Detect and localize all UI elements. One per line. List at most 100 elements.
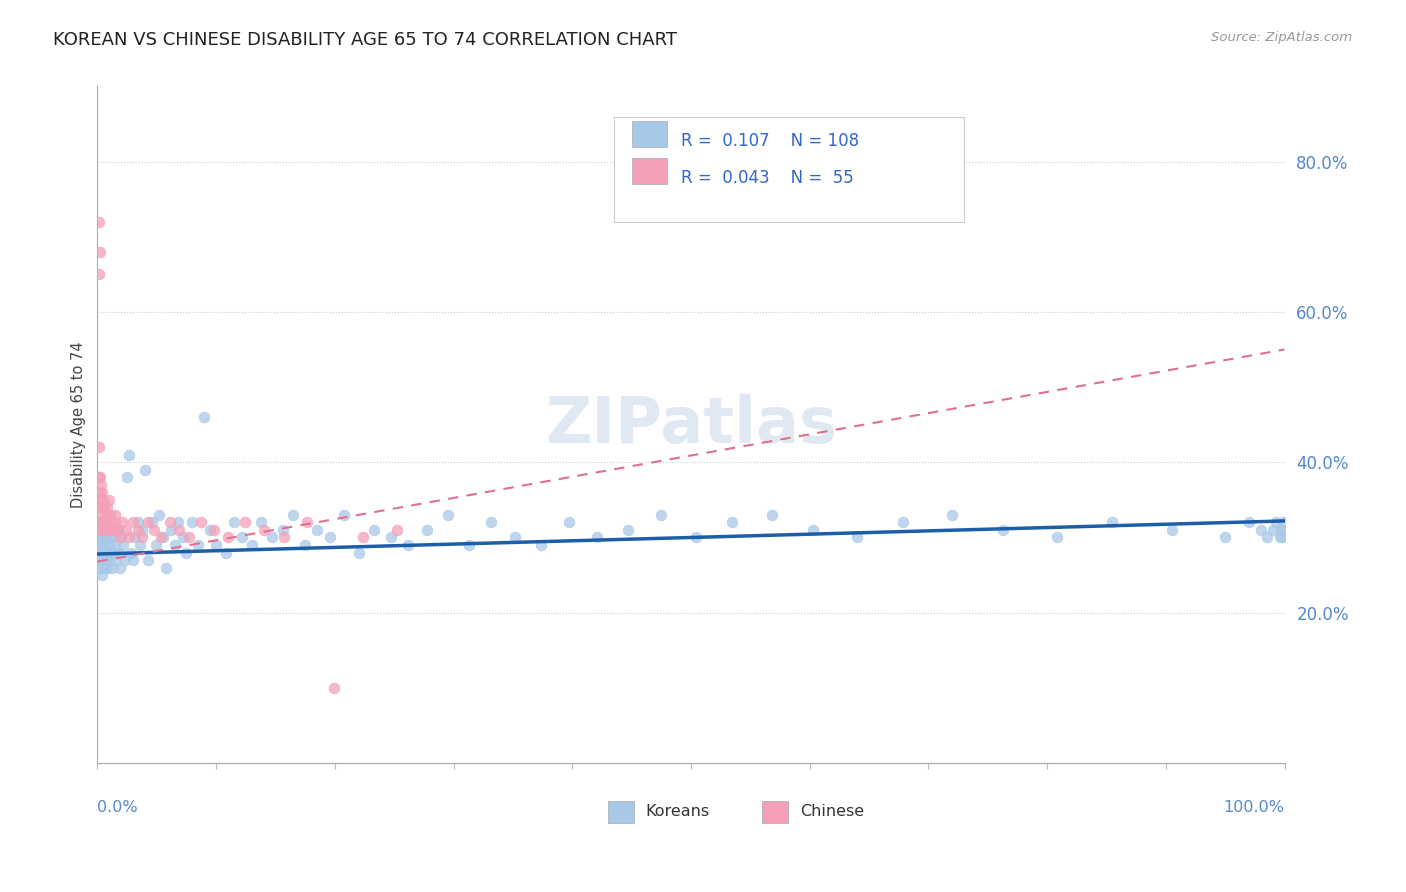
Point xyxy=(172,531,194,545)
Point xyxy=(110,531,132,545)
Point xyxy=(193,410,215,425)
Point xyxy=(240,538,263,552)
Point xyxy=(893,516,915,530)
Point xyxy=(202,523,225,537)
Point xyxy=(233,516,256,530)
Point xyxy=(91,523,114,537)
Point xyxy=(333,508,356,522)
Point xyxy=(108,531,131,545)
Point xyxy=(100,538,122,552)
Point xyxy=(89,244,111,259)
Point xyxy=(846,531,869,545)
Point xyxy=(100,545,122,559)
Point xyxy=(458,538,481,552)
Point xyxy=(93,560,115,574)
Point xyxy=(991,523,1014,537)
Point xyxy=(1213,531,1236,545)
Point xyxy=(89,485,111,500)
Point xyxy=(91,553,114,567)
Point xyxy=(481,516,503,530)
Point xyxy=(1270,523,1292,537)
Point xyxy=(97,545,120,559)
Point xyxy=(1271,531,1294,545)
Point xyxy=(169,523,191,537)
Point xyxy=(250,516,273,530)
Point xyxy=(93,500,115,515)
Text: 100.0%: 100.0% xyxy=(1223,800,1285,815)
Point xyxy=(124,531,146,545)
Point xyxy=(97,516,120,530)
Y-axis label: Disability Age 65 to 74: Disability Age 65 to 74 xyxy=(72,342,86,508)
Text: KOREAN VS CHINESE DISABILITY AGE 65 TO 74 CORRELATION CHART: KOREAN VS CHINESE DISABILITY AGE 65 TO 7… xyxy=(53,31,678,49)
Point xyxy=(586,531,609,545)
Point xyxy=(120,545,142,559)
Point xyxy=(217,531,239,545)
Point xyxy=(93,516,115,530)
Text: R =  0.043    N =  55: R = 0.043 N = 55 xyxy=(682,169,855,187)
Point xyxy=(138,553,160,567)
Point xyxy=(685,531,707,545)
Point xyxy=(385,523,408,537)
Point xyxy=(100,560,122,574)
Point xyxy=(87,545,110,559)
Point xyxy=(380,531,402,545)
Point xyxy=(214,545,236,559)
Point xyxy=(941,508,963,522)
Point xyxy=(91,516,114,530)
Point xyxy=(1272,516,1295,530)
Point xyxy=(231,531,253,545)
Bar xyxy=(607,801,634,822)
Point xyxy=(131,531,153,545)
Point xyxy=(91,531,114,545)
Point xyxy=(148,508,170,522)
Point xyxy=(363,523,385,537)
Point xyxy=(297,516,319,530)
Point xyxy=(190,516,212,530)
Point xyxy=(90,523,112,537)
Point xyxy=(94,508,117,522)
Point xyxy=(396,538,419,552)
Point xyxy=(127,523,149,537)
Point xyxy=(98,531,121,545)
Point xyxy=(159,516,181,530)
Point xyxy=(1261,523,1284,537)
Point xyxy=(87,215,110,229)
Point xyxy=(87,440,110,454)
Point xyxy=(1265,516,1288,530)
Text: Koreans: Koreans xyxy=(645,805,710,819)
Point xyxy=(143,523,166,537)
Point xyxy=(96,538,118,552)
Point xyxy=(107,523,129,537)
Point xyxy=(105,553,128,567)
Point xyxy=(801,523,824,537)
Bar xyxy=(762,801,789,822)
Point xyxy=(283,508,305,522)
Point xyxy=(260,531,283,545)
Point xyxy=(152,531,174,545)
Point xyxy=(108,560,131,574)
Bar xyxy=(631,121,668,146)
Point xyxy=(96,560,118,574)
Point xyxy=(87,470,110,484)
Point xyxy=(177,531,200,545)
Point xyxy=(91,538,114,552)
Point xyxy=(205,538,228,552)
Point xyxy=(294,538,316,552)
Point xyxy=(89,470,111,484)
Point xyxy=(118,531,141,545)
Point xyxy=(122,516,145,530)
Point xyxy=(97,523,120,537)
Point xyxy=(91,568,114,582)
Point xyxy=(94,523,117,537)
Point xyxy=(1256,531,1278,545)
Point xyxy=(761,508,783,522)
Point xyxy=(1237,516,1260,530)
Point xyxy=(114,553,136,567)
Text: R =  0.107    N = 108: R = 0.107 N = 108 xyxy=(682,132,859,150)
Point xyxy=(181,516,204,530)
Point xyxy=(347,545,370,559)
Point xyxy=(89,500,111,515)
Point xyxy=(91,545,114,559)
Point xyxy=(305,523,328,537)
Point xyxy=(89,516,111,530)
